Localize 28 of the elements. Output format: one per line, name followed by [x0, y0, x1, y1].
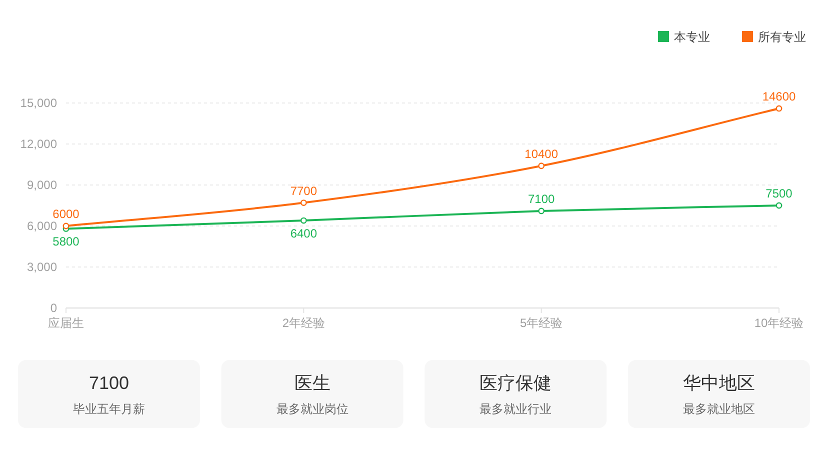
card-subtitle: 最多就业地区 [683, 402, 755, 416]
legend-label: 本专业 [674, 30, 710, 44]
ytick: 12,000 [20, 137, 57, 151]
legend-label: 所有专业 [758, 30, 806, 44]
data-label: 7700 [290, 184, 318, 198]
xtick: 应届生 [48, 316, 84, 330]
xtick: 10年经验 [754, 316, 804, 330]
data-label: 6400 [290, 226, 318, 241]
data-label: 5800 [52, 234, 80, 249]
ytick: 3,000 [26, 260, 57, 274]
data-label: 6000 [52, 207, 80, 221]
data-label: 10400 [524, 146, 558, 161]
data-label: 7500 [766, 186, 792, 200]
card-title: 7100 [88, 373, 130, 393]
ytick: 0 [50, 301, 57, 315]
data-label: 7100 [528, 192, 555, 206]
data-label: 14600 [762, 89, 796, 104]
xtick: 5年经验 [520, 316, 563, 330]
card-title: 医疗保健 [480, 373, 552, 393]
ytick: 15,000 [20, 96, 57, 110]
card-title: 华中地区 [683, 373, 755, 393]
card-subtitle: 最多就业行业 [480, 402, 552, 416]
ytick: 6,000 [26, 219, 57, 233]
xtick: 2年经验 [282, 316, 325, 330]
card-title: 医生 [294, 373, 330, 393]
ytick: 9,000 [26, 178, 57, 192]
card-subtitle: 毕业五年月薪 [73, 402, 145, 416]
card-subtitle: 最多就业岗位 [276, 402, 348, 416]
